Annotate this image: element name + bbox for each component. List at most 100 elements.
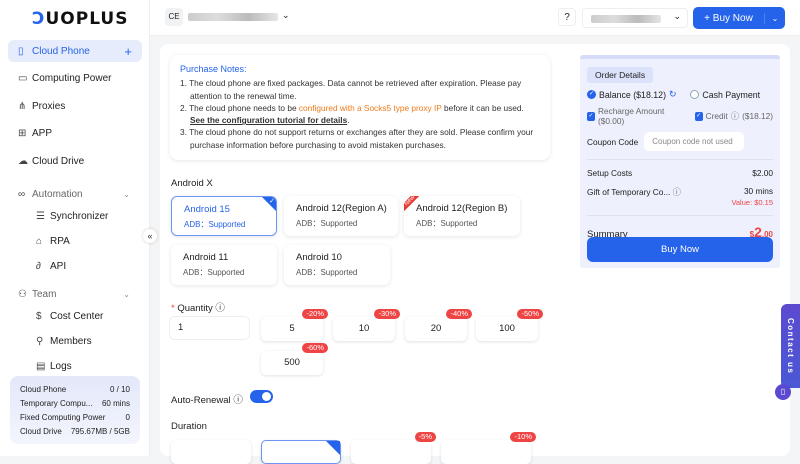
- quantity-input[interactable]: 1: [170, 317, 249, 339]
- contact-us-button[interactable]: Contact us: [781, 304, 800, 388]
- preset-value: 5: [289, 323, 295, 334]
- chevron-down-icon[interactable]: ⌄: [771, 13, 779, 23]
- label: Team: [32, 288, 57, 300]
- stat-label: Cloud Drive: [20, 426, 62, 436]
- chevron-down-icon[interactable]: ⌄: [282, 10, 290, 20]
- help-icon[interactable]: ?: [558, 8, 576, 26]
- total-int: 2: [754, 224, 762, 240]
- order-details-panel: Order Details ✓ Balance ($18.12) ↻ Cash Pay…: [580, 55, 780, 268]
- setup-label: Setup Costs: [587, 168, 633, 178]
- sidebar-item-app[interactable]: ⊞ APP: [8, 122, 142, 144]
- tutorial-link[interactable]: See the configuration tutorial for detai…: [190, 115, 348, 126]
- balance-radio[interactable]: ✓: [587, 90, 596, 99]
- duration-option[interactable]: -10%: [441, 432, 536, 464]
- sync-icon: ☰: [36, 210, 45, 222]
- quantity-preset-10[interactable]: 10 -30%: [333, 309, 400, 341]
- chevron-down-icon: ⌄: [123, 289, 130, 299]
- sidebar-group-team[interactable]: ⚇ Team ⌄: [8, 283, 142, 305]
- option-title: Android 12(Region A): [296, 203, 387, 214]
- auto-renewal-toggle[interactable]: [250, 390, 273, 403]
- discount-badge: -5%: [414, 432, 436, 442]
- monitor-icon: ▭: [18, 72, 28, 84]
- buy-now-header-button[interactable]: + Buy Now ⌄: [693, 7, 785, 29]
- auto-renewal-label: Auto-Renewal ⓘ: [171, 392, 243, 406]
- android-option-10[interactable]: Android 10 ADB：Supported: [284, 245, 390, 285]
- label: Members: [50, 335, 92, 347]
- stat-value: 795.67MB / 5GB: [70, 426, 130, 436]
- setup-value: $2.00: [752, 168, 773, 178]
- preset-value: 500: [284, 357, 300, 368]
- recharge-checkbox[interactable]: ✓: [587, 111, 595, 121]
- discount-badge: -60%: [302, 343, 328, 353]
- sidebar-item-members[interactable]: ⚲ Members: [8, 330, 142, 352]
- usage-stats: Cloud Phone 0 / 10 Temporary Compu... 60 m…: [10, 376, 140, 444]
- option-adb: ADB：Supported: [296, 268, 358, 277]
- purchase-notes: Purchase Notes: 1. The cloud phone are f…: [170, 55, 550, 160]
- stat-label: Temporary Compu...: [20, 398, 93, 408]
- duration-option[interactable]: -5%: [351, 432, 436, 464]
- sidebar-item-synchronizer[interactable]: ☰ Synchronizer: [8, 205, 142, 227]
- label: API: [50, 260, 67, 272]
- network-icon: ⋔: [18, 100, 27, 112]
- balance-label: Balance ($18.12): [599, 89, 666, 100]
- credit-checkbox[interactable]: ✓: [694, 111, 703, 121]
- option-adb: ADB：Supported: [296, 219, 358, 228]
- buy-now-button[interactable]: Buy Now: [587, 237, 773, 262]
- label: Computing Power: [32, 72, 112, 84]
- chevron-down-icon: ⌄: [123, 189, 130, 199]
- preset-value: 10: [358, 323, 370, 334]
- quantity-preset-5[interactable]: 5 -20%: [261, 309, 328, 341]
- info-icon[interactable]: ⓘ: [672, 187, 681, 197]
- sidebar-item-logs[interactable]: ▤ Logs: [8, 355, 142, 377]
- total-dec: .00: [761, 230, 773, 239]
- dollar-icon: $: [36, 310, 42, 322]
- android-option-12a[interactable]: Android 12(Region A) ADB：Supported: [284, 196, 398, 236]
- coupon-label: Coupon Code: [587, 136, 639, 147]
- note-1: 1. The cloud phone are fixed packages. D…: [180, 78, 522, 101]
- quantity-preset-100[interactable]: 100 -50%: [476, 309, 543, 341]
- label: Cloud Drive: [32, 155, 85, 167]
- stat-value: 60 mins: [101, 398, 130, 408]
- buy-now-label[interactable]: + Buy Now: [693, 12, 765, 24]
- help-icon[interactable]: ⓘ: [215, 303, 225, 314]
- divider: [587, 215, 773, 216]
- add-cloud-phone-icon[interactable]: +: [124, 43, 132, 59]
- android-option-12b[interactable]: New Android 12(Region B) ADB：Supported: [404, 196, 520, 236]
- quantity-preset-500[interactable]: 500 -60%: [261, 343, 328, 375]
- duration-option[interactable]: [171, 440, 251, 464]
- sidebar-item-cost-center[interactable]: $ Cost Center: [8, 305, 142, 327]
- gift-label: Gift of Temporary Co...: [587, 187, 671, 197]
- collapse-sidebar-icon[interactable]: «: [143, 229, 157, 243]
- label: Automation: [32, 188, 83, 200]
- refresh-icon[interactable]: ↻: [669, 89, 677, 99]
- stat-row: Temporary Compu... 60 mins: [20, 396, 130, 410]
- sidebar-item-api[interactable]: ∂ API: [8, 255, 142, 277]
- sidebar-item-computing-power[interactable]: ▭ Computing Power: [8, 67, 142, 89]
- chat-icon[interactable]: ▯: [775, 384, 791, 400]
- android-option-11[interactable]: Android 11 ADB：Supported: [171, 245, 277, 285]
- grid-icon: ⊞: [18, 127, 27, 139]
- account-selector[interactable]: ⌄: [582, 8, 688, 28]
- sidebar-item-proxies[interactable]: ⋔ Proxies: [8, 95, 142, 117]
- sidebar-group-automation[interactable]: ∞ Automation ⌄: [8, 183, 142, 205]
- duoplus-logo[interactable]: ↃUOPLUS: [32, 9, 129, 29]
- sidebar-item-cloud-phone[interactable]: ▯ Cloud Phone +: [8, 40, 142, 62]
- sidebar-item-cloud-drive[interactable]: ☁ Cloud Drive: [8, 150, 142, 172]
- infinity-icon: ∞: [18, 188, 26, 200]
- selected-check-icon: [326, 441, 340, 455]
- stat-label: Cloud Phone: [20, 384, 67, 394]
- logs-icon: ▤: [36, 360, 46, 372]
- android-option-15[interactable]: ✓ Android 15 ADB：Supported: [171, 196, 277, 236]
- credit-label: Credit: [705, 111, 728, 121]
- duration-option-selected[interactable]: [261, 440, 341, 464]
- info-icon[interactable]: ⓘ: [233, 395, 243, 406]
- quantity-preset-20[interactable]: 20 -40%: [405, 309, 472, 341]
- cash-payment-radio[interactable]: [690, 90, 700, 99]
- note-text: .: [347, 115, 350, 126]
- sidebar: ↃUOPLUS ▯ Cloud Phone + ▭ Computing Power ⋔…: [0, 0, 150, 456]
- sidebar-item-rpa[interactable]: ⌂ RPA: [8, 230, 142, 252]
- help-icon[interactable]: ⓘ: [730, 111, 740, 121]
- option-title: Android 15: [184, 204, 230, 215]
- order-title: Order Details: [587, 67, 654, 83]
- coupon-input[interactable]: Coupon code not used: [644, 132, 745, 151]
